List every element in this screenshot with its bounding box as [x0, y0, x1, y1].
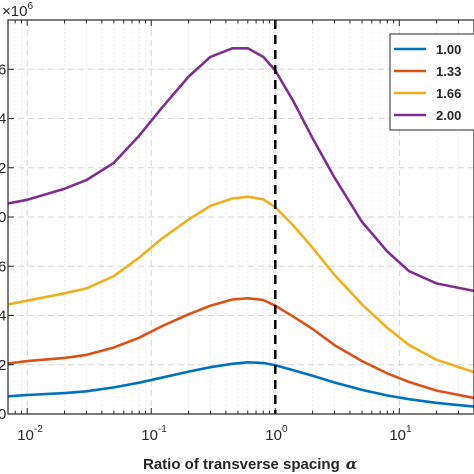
y-tick-label: 2 — [0, 357, 6, 374]
legend-label-1: 1.00 — [436, 42, 461, 57]
y-tick-label: 6 — [0, 258, 6, 275]
y-exponent-label: ×106 — [2, 1, 33, 20]
y-tick-label: 4 — [0, 308, 6, 325]
legend-label-4: 2.00 — [436, 108, 461, 123]
x-tick-label: 10-1 — [141, 424, 167, 444]
legend-label-3: 1.66 — [436, 86, 461, 101]
series-line-2 — [7, 296, 474, 400]
x-tick-label: 100 — [265, 424, 288, 444]
x-tick-label: 10-2 — [17, 424, 43, 444]
legend-label-2: 1.33 — [436, 64, 461, 79]
series-lines — [7, 46, 474, 408]
y-tick-label: 4 — [0, 111, 6, 128]
y-tick-label: 2 — [0, 160, 6, 177]
y-tick-label: 0 — [0, 209, 6, 226]
y-tick-label: 0 — [0, 406, 6, 423]
series-line-3 — [7, 195, 474, 374]
y-tick-label: 6 — [0, 61, 6, 78]
series-line-1 — [7, 360, 474, 408]
y-tick-labels: 0 2 4 6 0 2 4 6 — [0, 61, 6, 423]
series-line-4 — [7, 46, 474, 293]
axis-ticks — [8, 19, 460, 415]
x-tick-label: 101 — [389, 424, 412, 444]
x-tick-labels: 10-2 10-1 100 101 — [17, 424, 412, 444]
legend: 1.00 1.33 1.66 2.00 — [389, 33, 474, 131]
x-axis-title: Ratio of transverse spacing α — [143, 455, 358, 473]
